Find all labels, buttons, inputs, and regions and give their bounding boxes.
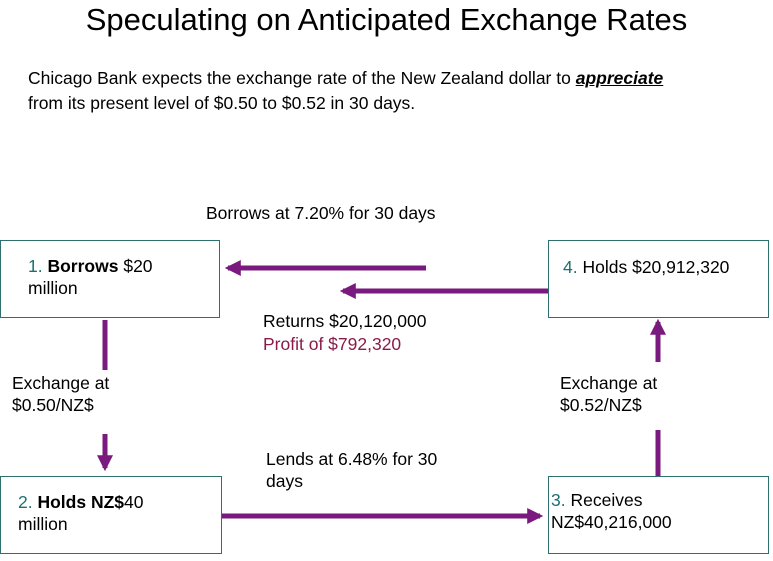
intro-text: Chicago Bank expects the exchange rate o… bbox=[28, 66, 768, 116]
intro-emphasis: appreciate bbox=[575, 68, 664, 88]
step-1-number: 1. bbox=[28, 256, 43, 276]
exchange-left-line1: Exchange at bbox=[12, 373, 110, 393]
step-1-unit: million bbox=[28, 278, 78, 298]
step-2-box: 2. Holds NZ$40 million bbox=[0, 476, 222, 554]
step-1-box: 1. Borrows $20 million bbox=[0, 240, 220, 318]
step-1-bold: Borrows bbox=[47, 256, 119, 276]
lends-line1: Lends at 6.48% for 30 bbox=[266, 449, 438, 469]
step-2-amount: 40 bbox=[124, 492, 144, 512]
step-2-number: 2. bbox=[18, 492, 33, 512]
step-1-amount: $20 bbox=[123, 256, 153, 276]
step-3-line1: Receives bbox=[570, 490, 643, 510]
step-3-number: 3. bbox=[551, 490, 566, 510]
step-4-box: 4. Holds $20,912,320 bbox=[548, 240, 769, 318]
label-returns: Returns $20,120,000 bbox=[263, 311, 427, 331]
step-2-bold: Holds NZ$ bbox=[37, 492, 125, 512]
step-2-unit: million bbox=[18, 514, 68, 534]
slide-title: Speculating on Anticipated Exchange Rate… bbox=[85, 2, 688, 37]
step-3-line2: NZ$40,216,000 bbox=[551, 512, 672, 532]
intro-before: Chicago Bank expects the exchange rate o… bbox=[28, 68, 571, 88]
exchange-right-line1: Exchange at bbox=[560, 373, 658, 393]
label-exchange-left: Exchange at $0.50/NZ$ bbox=[12, 372, 109, 416]
step-4-number: 4. bbox=[563, 257, 578, 277]
label-profit: Profit of $792,320 bbox=[263, 334, 402, 354]
label-exchange-right: Exchange at $0.52/NZ$ bbox=[560, 372, 657, 416]
exchange-left-line2: $0.50/NZ$ bbox=[12, 395, 94, 415]
exchange-right-line2: $0.52/NZ$ bbox=[560, 395, 642, 415]
step-4-line1: Holds $20,912,320 bbox=[582, 257, 730, 277]
lends-line2: days bbox=[266, 471, 303, 491]
label-borrows-rate: Borrows at 7.20% for 30 days bbox=[206, 203, 436, 223]
label-lends: Lends at 6.48% for 30 days bbox=[266, 448, 437, 492]
step-3-box: 3. Receives NZ$40,216,000 bbox=[548, 476, 769, 554]
intro-after: from its present level of $0.50 to $0.52… bbox=[28, 93, 416, 113]
